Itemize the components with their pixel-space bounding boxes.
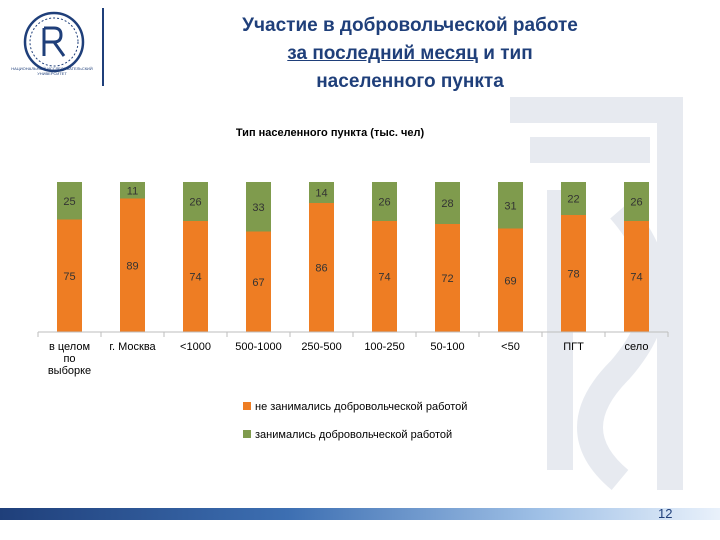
data-label: 26 bbox=[630, 197, 642, 209]
background-watermark bbox=[510, 97, 683, 490]
data-label: 14 bbox=[315, 188, 327, 200]
data-label: 78 bbox=[567, 269, 579, 281]
footer-bar bbox=[0, 508, 720, 520]
data-label: 89 bbox=[126, 260, 138, 272]
bar-not-volunteered bbox=[561, 215, 586, 332]
bar-volunteered bbox=[498, 182, 523, 229]
page-number: 12 bbox=[658, 506, 673, 521]
data-label: 67 bbox=[252, 277, 264, 289]
data-label: 11 bbox=[127, 185, 138, 197]
bar-volunteered bbox=[435, 182, 460, 224]
x-tick-label: ПГТ bbox=[563, 341, 584, 353]
bar-volunteered bbox=[561, 182, 586, 215]
title-line-2-rest: и тип bbox=[478, 43, 533, 64]
data-label: 26 bbox=[189, 197, 201, 209]
title-line-1: Участие в добровольческой работе bbox=[242, 15, 578, 36]
bar-not-volunteered bbox=[183, 221, 208, 332]
x-tick-label: <1000 bbox=[180, 341, 211, 353]
title-line-2: за последний месяц и тип bbox=[170, 40, 650, 68]
x-tick-label: г. Москва bbox=[109, 341, 156, 353]
legend-swatch bbox=[243, 402, 251, 410]
title-line-2-underlined: за последний месяц bbox=[287, 43, 478, 64]
bar-volunteered bbox=[309, 182, 334, 203]
bar-volunteered bbox=[372, 182, 397, 221]
x-tick-label: село bbox=[625, 341, 649, 353]
bar-volunteered bbox=[246, 182, 271, 232]
hse-logo-icon bbox=[23, 11, 85, 73]
bar-volunteered bbox=[183, 182, 208, 221]
data-label: 74 bbox=[630, 272, 642, 284]
bar-not-volunteered bbox=[624, 221, 649, 332]
legend-entry: занимались добровольческой работой bbox=[255, 429, 452, 441]
hse-logo bbox=[8, 10, 100, 90]
title-line-3: населенного пункта bbox=[316, 71, 504, 92]
bar-not-volunteered bbox=[246, 231, 271, 332]
chart-title: Тип населенного пункта (тыс. чел) bbox=[236, 127, 425, 139]
data-label: 86 bbox=[315, 263, 327, 275]
bar-volunteered bbox=[120, 182, 145, 199]
x-tick-label: <50 bbox=[501, 341, 520, 353]
x-tick-label: в целом по выборке bbox=[48, 341, 91, 377]
legend-entry: не занимались добровольческой работой bbox=[255, 401, 467, 413]
bar-not-volunteered bbox=[498, 228, 523, 332]
data-label: 22 bbox=[567, 194, 579, 206]
bar-not-volunteered bbox=[435, 224, 460, 332]
data-label: 31 bbox=[504, 200, 516, 212]
x-tick-label: 250-500 bbox=[301, 341, 341, 353]
data-label: 25 bbox=[63, 196, 75, 208]
bar-not-volunteered bbox=[309, 203, 334, 332]
bar-volunteered bbox=[57, 182, 82, 220]
data-label: 72 bbox=[441, 273, 453, 285]
data-label: 69 bbox=[504, 275, 516, 287]
data-label: 74 bbox=[378, 272, 390, 284]
data-label: 28 bbox=[441, 198, 453, 210]
bar-not-volunteered bbox=[57, 219, 82, 332]
legend-swatch bbox=[243, 430, 251, 438]
data-label: 75 bbox=[63, 271, 75, 283]
x-tick-label: 500-1000 bbox=[235, 341, 282, 353]
data-label: 74 bbox=[189, 272, 201, 284]
slide-title: Участие в добровольческой работе за посл… bbox=[170, 12, 650, 96]
x-tick-label: 100-250 bbox=[364, 341, 404, 353]
data-label: 33 bbox=[252, 202, 264, 214]
data-label: 26 bbox=[378, 197, 390, 209]
chart: Тип населенного пункта (тыс. чел) 75 25 89… bbox=[37, 127, 669, 441]
hse-logo-text: национальный исследовательский университ… bbox=[11, 66, 93, 76]
bar-volunteered bbox=[624, 182, 649, 221]
header-divider bbox=[102, 8, 104, 86]
bar-not-volunteered bbox=[120, 198, 145, 332]
x-tick-label: 50-100 bbox=[430, 341, 464, 353]
bar-not-volunteered bbox=[372, 221, 397, 332]
